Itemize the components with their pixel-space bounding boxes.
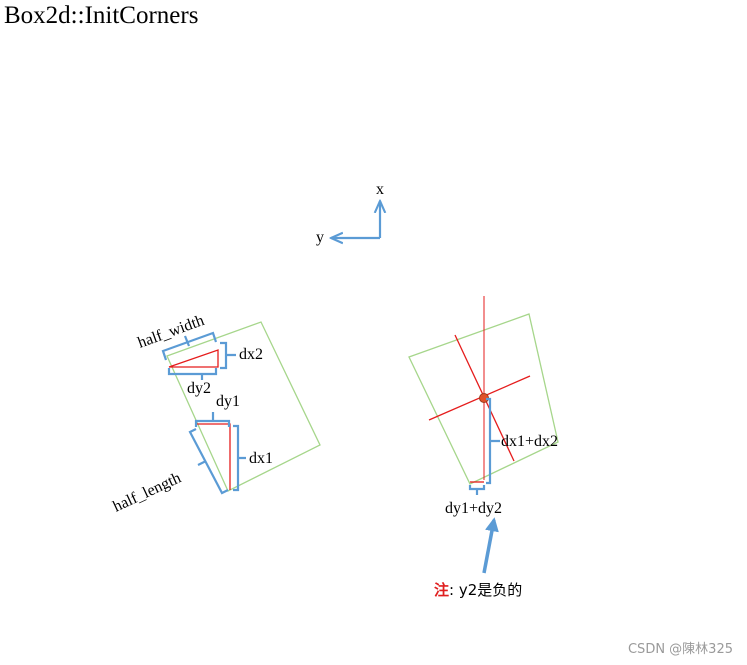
diagram-title: Box2d::InitCorners <box>4 2 199 29</box>
left-dx2-red-segment <box>168 349 219 368</box>
note-text: 注: y2是负的 <box>434 579 522 600</box>
axes-icon: x y <box>316 181 384 246</box>
dy-sum-bracket <box>468 485 486 495</box>
dx1-label: dx1 <box>249 450 273 467</box>
note-marker: 注 <box>434 581 450 599</box>
dx2-label: dx2 <box>239 346 263 363</box>
dy1-label: dy1 <box>216 393 240 410</box>
half-length-label: half_length <box>111 469 184 515</box>
right-box-group: dx1+dx2 dy1+dy2 <box>408 296 559 574</box>
note-arrow <box>482 517 499 574</box>
dy2-label: dy2 <box>187 380 211 397</box>
dy-sum-label: dy1+dy2 <box>445 500 502 517</box>
watermark: CSDN @陳林325 <box>627 642 733 657</box>
dy2-bracket <box>167 368 218 380</box>
left-box-group: half_width dx2 dy2 dy1 dx1 half_length <box>111 312 321 516</box>
dy1-bracket <box>194 412 231 427</box>
dx2-bracket <box>220 341 236 370</box>
right-box <box>408 313 559 485</box>
x-axis-label: x <box>376 181 384 198</box>
note-body: : y2是负的 <box>449 581 523 599</box>
half-length-bracket <box>188 428 229 495</box>
y-axis-label: y <box>316 229 324 246</box>
dx1-bracket <box>233 424 246 492</box>
dx-sum-bracket <box>486 397 500 485</box>
dx-sum-label: dx1+dx2 <box>501 433 558 450</box>
left-box <box>166 321 321 492</box>
half-width-bracket <box>161 331 218 361</box>
